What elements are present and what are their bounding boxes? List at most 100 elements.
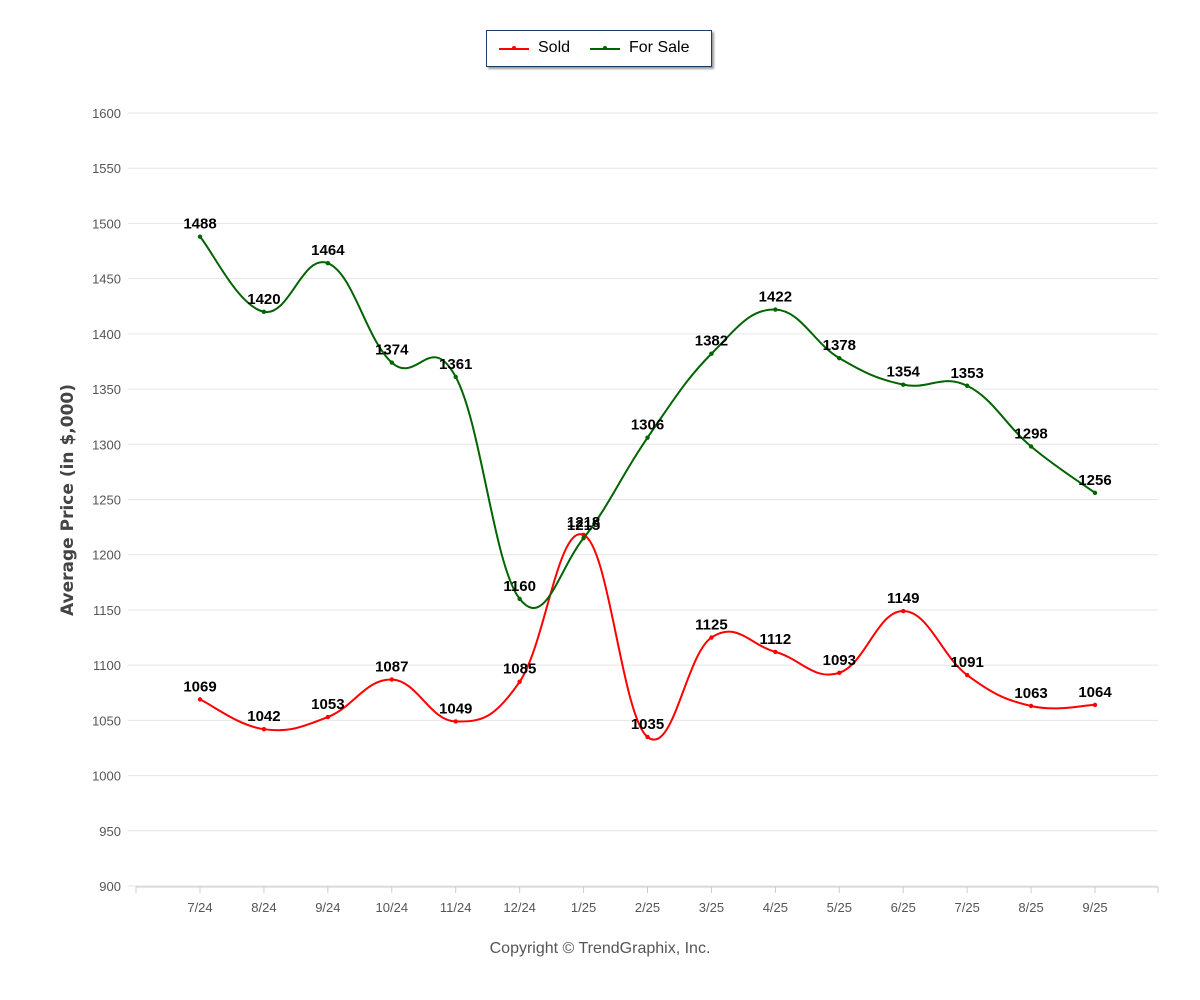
sold-data-label: 1093: [823, 652, 856, 669]
x-tick-label: 4/25: [763, 900, 788, 915]
y-tick-label: 1450: [92, 272, 121, 287]
y-tick-label: 950: [99, 824, 121, 839]
sold-point: [709, 635, 714, 640]
for-sale-data-label: 1488: [183, 216, 216, 233]
for-sale-data-label: 1256: [1078, 472, 1111, 489]
x-tick-label: 5/25: [827, 900, 852, 915]
for-sale-data-label: 1420: [247, 291, 280, 308]
legend-sold-label: Sold: [538, 39, 571, 56]
for-sale-point: [389, 360, 394, 365]
for-sale-point: [709, 351, 714, 356]
legend-sold-marker: [512, 46, 516, 50]
x-tick-label: 6/25: [891, 900, 916, 915]
sold-data-label: 1064: [1078, 684, 1112, 701]
sold-data-label: 1085: [503, 661, 536, 678]
x-tick-label: 10/24: [376, 900, 409, 915]
axes: 900 950 1000 1050 1100 1150 1200 1250 1300 1350 14…: [92, 106, 1159, 915]
y-tick-label: 1400: [92, 327, 121, 342]
x-tick-label: 12/24: [503, 900, 536, 915]
series-lines: [197, 234, 1098, 741]
x-tick-label: 9/24: [315, 900, 340, 915]
sold-point: [517, 679, 522, 684]
sold-point: [261, 726, 267, 732]
sold-point: [1028, 703, 1034, 709]
sold-point: [453, 719, 458, 724]
sold-series-line: [199, 533, 1096, 741]
sold-data-label: 1149: [887, 590, 920, 607]
for-sale-data-label: 1215: [567, 517, 600, 534]
y-tick-label: 1500: [92, 216, 121, 231]
for-sale-data-label: 1160: [503, 578, 536, 595]
sold-point: [901, 608, 906, 614]
y-tick-label: 1050: [92, 713, 121, 728]
x-tick-label: 1/25: [571, 900, 596, 915]
x-tick-label: 2/25: [635, 900, 660, 915]
for-sale-point: [517, 596, 522, 602]
for-sale-point: [645, 435, 650, 440]
for-sale-data-label: 1378: [823, 337, 856, 354]
x-tick-label: 11/24: [440, 900, 472, 915]
copyright-text: Copyright © TrendGraphix, Inc.: [489, 940, 711, 957]
for-sale-point: [581, 535, 586, 541]
for-sale-point: [453, 374, 458, 380]
sold-data-label: 1218: [567, 514, 600, 531]
for-sale-series-line: [199, 236, 1096, 609]
y-tick-label: 1550: [92, 161, 121, 176]
for-sale-point: [837, 355, 842, 361]
x-tick-label: 7/25: [955, 900, 980, 915]
y-tick-label: 1250: [92, 493, 121, 508]
y-tick-label: 1000: [92, 769, 121, 784]
y-tick-label: 1100: [93, 658, 121, 673]
sold-data-label: 1053: [311, 696, 344, 713]
sold-data-label: 1112: [760, 631, 792, 648]
sold-data-label: 1069: [183, 678, 216, 695]
y-tick-label: 1300: [92, 437, 121, 452]
for-sale-point: [1092, 490, 1098, 496]
x-tick-label: 9/25: [1082, 900, 1107, 915]
x-tick-label: 8/24: [251, 900, 276, 915]
sold-point: [837, 670, 842, 676]
x-tick-label: 8/25: [1018, 900, 1043, 915]
legend-for-sale-marker: [603, 46, 607, 50]
for-sale-data-label: 1306: [631, 417, 664, 434]
for-sale-data-label: 1422: [759, 289, 792, 306]
for-sale-point: [1028, 444, 1034, 449]
for-sale-point: [773, 307, 778, 312]
for-sale-point: [964, 383, 970, 388]
for-sale-data-label: 1374: [375, 342, 409, 359]
for-sale-point: [197, 234, 203, 239]
sold-point: [197, 697, 203, 702]
for-sale-data-label: 1361: [439, 356, 472, 373]
sold-data-label: 1063: [1014, 685, 1047, 702]
sold-data-label: 1035: [631, 716, 664, 733]
y-tick-label: 1600: [92, 106, 121, 121]
for-sale-data-label: 1464: [311, 242, 345, 259]
for-sale-data-label: 1354: [887, 364, 921, 381]
sold-point: [773, 649, 778, 655]
y-axis-title: Average Price (in $,000): [58, 384, 78, 616]
for-sale-point: [325, 260, 331, 266]
y-tick-label: 900: [99, 879, 121, 894]
y-tick-label: 1150: [93, 603, 121, 618]
legend: Sold For Sale: [486, 30, 712, 67]
sold-data-label: 1049: [439, 700, 472, 717]
for-sale-data-label: 1353: [950, 365, 983, 382]
sold-point: [325, 714, 331, 720]
sold-data-label: 1087: [375, 658, 408, 675]
sold-point: [1092, 702, 1098, 708]
data-labels: 1069 1042 1053 1087 1049 1085 1218 1035 1125 1112…: [183, 216, 1112, 733]
for-sale-point: [901, 382, 906, 387]
sold-point: [645, 734, 650, 740]
for-sale-data-label: 1382: [695, 333, 728, 350]
for-sale-data-label: 1298: [1014, 425, 1047, 442]
y-tick-label: 1200: [92, 548, 121, 563]
sold-point: [389, 677, 394, 682]
gridlines: [128, 112, 1158, 887]
for-sale-point: [261, 309, 267, 314]
sold-data-label: 1042: [247, 708, 280, 725]
y-tick-label: 1350: [92, 382, 121, 397]
sold-data-label: 1091: [950, 654, 983, 671]
sold-point: [964, 672, 970, 678]
x-tick-label: 3/25: [699, 900, 724, 915]
